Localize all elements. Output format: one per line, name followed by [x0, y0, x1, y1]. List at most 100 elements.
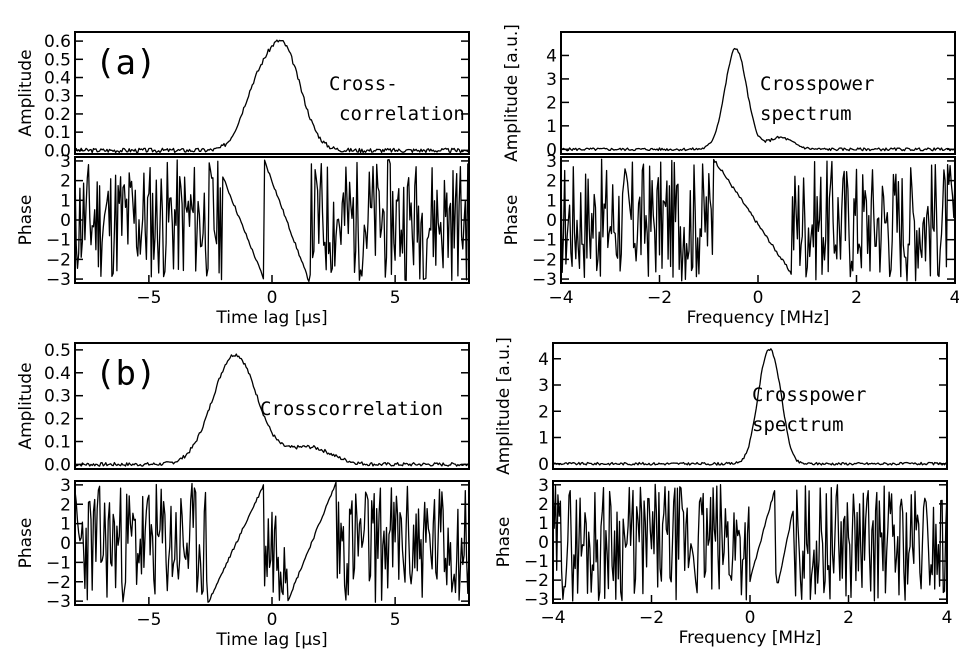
y-tick-label: 2 [538, 495, 549, 515]
y-tick-label: 0.3 [44, 87, 71, 107]
y-tick-label: 3 [60, 152, 71, 172]
panel-b-amp: 0.00.1 0.2 0.3 0.4 0.5 Amplitude (b) Crosscorre… [16, 341, 470, 475]
y-tick-label: −1 [524, 552, 549, 572]
x-tick-label: 0 [745, 608, 756, 628]
y-tick-label: 4 [538, 350, 549, 370]
y-tick-label: 0.4 [44, 364, 71, 384]
y-tick-label: 0.1 [44, 433, 71, 453]
x-tick-label: −4 [540, 608, 565, 628]
annotation-text: spectrum [752, 414, 844, 436]
series-line-b-phase [74, 481, 470, 603]
y-tick-label: −1 [532, 231, 557, 251]
y-tick-label: 0 [538, 533, 549, 553]
annotation-text: Crosscorrelation [260, 398, 443, 420]
y-tick-label: −3 [46, 270, 71, 290]
y-tick-label: 0 [538, 455, 549, 475]
annotation-text: Crosspower [760, 73, 874, 95]
panel-a-amp: 0.00.10.20.30.40.50.6 Amplitude (a) Cross-c… [16, 31, 470, 161]
series-line-a-phase [74, 158, 470, 283]
y-axis-label: Phase [16, 518, 36, 569]
y-tick-label: 4 [546, 46, 557, 66]
x-tick-label: 0 [753, 288, 764, 308]
x-tick-label: 2 [851, 288, 862, 308]
plot-frame [552, 342, 948, 470]
x-axis-label: Time lag [μs] [215, 308, 327, 328]
y-tick-label: 3 [546, 70, 557, 90]
y-tick-label: 1 [546, 117, 557, 137]
series-line-b-sphase [552, 483, 948, 602]
y-tick-label: 0 [546, 211, 557, 231]
y-tick-label: −2 [524, 571, 549, 591]
y-tick-label: 0.0 [44, 455, 71, 475]
x-tick-label: 4 [942, 608, 953, 628]
x-tick-label: 0 [267, 610, 278, 630]
x-axis-label: Frequency [MHz] [687, 308, 830, 328]
y-tick-label: 0 [60, 534, 71, 554]
y-tick-label: 1 [538, 514, 549, 534]
annotation-text: Cross- [329, 73, 398, 95]
plot-frame [560, 31, 956, 155]
panel-a-spec: 0 1 2 3 4 Amplitude [a.u.] Crosspower spectrum [502, 24, 956, 162]
annotation-text: Crosspower [752, 384, 866, 406]
x-tick-label: −2 [647, 288, 672, 308]
x-tick-label: −5 [136, 610, 161, 630]
y-tick-label: 1 [60, 191, 71, 211]
y-tick-label: 2 [546, 172, 557, 192]
y-tick-label: 2 [538, 402, 549, 422]
x-axis-label: Time lag [μs] [215, 630, 327, 650]
series-line-a-spec [560, 47, 956, 152]
y-tick-label: −1 [46, 553, 71, 573]
x-tick-label: −5 [136, 288, 161, 308]
y-tick-label: 0.5 [44, 341, 71, 361]
y-tick-label: 0.0 [44, 141, 71, 161]
y-tick-label: 0.4 [44, 69, 71, 89]
y-tick-label: 3 [538, 376, 549, 396]
y-tick-label: 0.5 [44, 50, 71, 70]
y-tick-label: −3 [532, 270, 557, 290]
y-tick-label: 0.2 [44, 410, 71, 430]
y-tick-label: −3 [46, 592, 71, 612]
panel-b-spec: 0 1 2 3 4 Amplitude [a.u.] Crosspower spectrum [494, 337, 948, 475]
y-axis-label: Amplitude [16, 362, 36, 449]
series-line-a-sphase [560, 158, 956, 282]
x-tick-label: 4 [950, 288, 959, 308]
y-tick-label: 2 [546, 93, 557, 113]
series-line-b-amp [74, 353, 470, 467]
panel-label: (a) [95, 43, 156, 83]
y-tick-label: −3 [524, 590, 549, 610]
x-tick-label: 5 [390, 288, 401, 308]
y-tick-label: 1 [538, 429, 549, 449]
y-tick-label: −2 [532, 250, 557, 270]
y-tick-label: 0 [546, 140, 557, 160]
y-tick-label: 3 [546, 152, 557, 172]
series-line-b-spec [552, 348, 948, 466]
x-tick-label: 5 [390, 610, 401, 630]
y-tick-label: 1 [546, 191, 557, 211]
y-axis-label: Amplitude [16, 49, 36, 136]
x-axis-label: Frequency [MHz] [679, 628, 822, 648]
x-tick-label: −4 [548, 288, 573, 308]
y-tick-label: 2 [60, 495, 71, 515]
x-tick-label: 0 [267, 288, 278, 308]
x-tick-label: 2 [843, 608, 854, 628]
y-tick-label: 0.1 [44, 123, 71, 143]
y-tick-label: 0.2 [44, 105, 71, 125]
y-tick-label: 0.6 [44, 32, 71, 52]
annotation-text: spectrum [760, 103, 852, 125]
y-tick-label: 3 [538, 476, 549, 496]
y-axis-label: Amplitude [a.u.] [494, 337, 514, 475]
plot-frame [74, 342, 470, 470]
x-tick-label: −2 [639, 608, 664, 628]
y-tick-label: 0 [60, 211, 71, 231]
y-axis-label: Phase [16, 195, 36, 246]
series-line-a-amp [74, 39, 470, 154]
y-axis-label: Phase [494, 517, 514, 568]
annotation-text: correlation [339, 103, 465, 125]
y-tick-label: 2 [60, 172, 71, 192]
y-tick-label: −1 [46, 231, 71, 251]
